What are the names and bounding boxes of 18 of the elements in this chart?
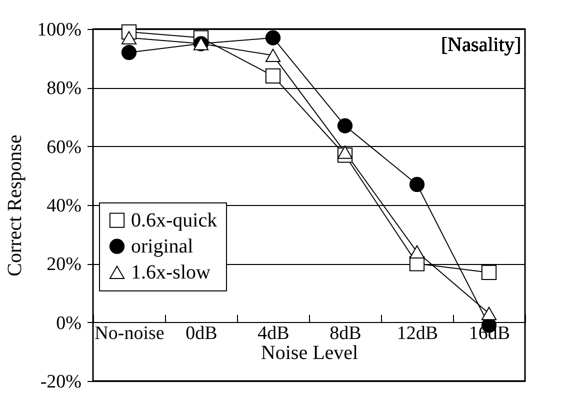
y-tick-label: 20% — [46, 254, 82, 276]
y-axis-title: Correct Response — [4, 134, 26, 276]
x-tick-label: 4dB — [258, 322, 290, 344]
x-tick-label: No-noise — [94, 322, 164, 344]
legend-label: 0.6x-quick — [131, 209, 218, 232]
x-tick-label: 0dB — [186, 322, 218, 344]
x-tick-label: 8dB — [330, 322, 362, 344]
x-axis-title: Noise Level — [260, 342, 359, 364]
y-tick-label: 100% — [37, 20, 82, 40]
y-tick-label: -20% — [40, 372, 82, 392]
y-tick-label: 60% — [46, 136, 82, 158]
annotation: [Nasality] — [441, 34, 521, 56]
y-tick-label: 80% — [46, 78, 82, 100]
y-tick-label: 0% — [56, 312, 82, 334]
legend-label: 1.6x-slow — [131, 261, 211, 284]
legend-label: original — [131, 235, 194, 258]
x-tick-label: 12dB — [396, 322, 438, 344]
y-tick-label: 40% — [46, 196, 82, 216]
